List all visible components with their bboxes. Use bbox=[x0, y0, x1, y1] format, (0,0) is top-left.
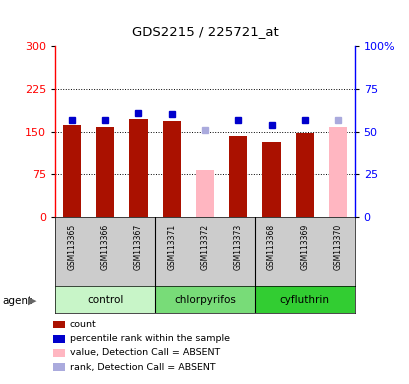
Text: rank, Detection Call = ABSENT: rank, Detection Call = ABSENT bbox=[70, 362, 215, 372]
Bar bbox=[328, 127, 346, 217]
Bar bbox=[254, 286, 354, 313]
Text: control: control bbox=[87, 295, 123, 305]
Bar bbox=[155, 286, 254, 313]
Text: GSM113372: GSM113372 bbox=[200, 224, 209, 270]
Bar bbox=[129, 119, 147, 217]
Text: GDS2215 / 225721_at: GDS2215 / 225721_at bbox=[131, 25, 278, 38]
Text: GSM113366: GSM113366 bbox=[101, 224, 110, 270]
Bar bbox=[55, 286, 155, 313]
Text: GSM113370: GSM113370 bbox=[333, 224, 342, 270]
Text: chlorpyrifos: chlorpyrifos bbox=[174, 295, 235, 305]
Bar bbox=[63, 125, 81, 217]
Text: GSM113368: GSM113368 bbox=[266, 224, 275, 270]
Text: GSM113373: GSM113373 bbox=[233, 224, 242, 270]
Text: GSM113371: GSM113371 bbox=[167, 224, 176, 270]
Bar bbox=[162, 121, 180, 217]
Bar bbox=[262, 142, 280, 217]
Bar bbox=[196, 170, 213, 217]
Bar bbox=[295, 132, 313, 217]
Text: cyfluthrin: cyfluthrin bbox=[279, 295, 329, 305]
Bar bbox=[96, 127, 114, 217]
Text: value, Detection Call = ABSENT: value, Detection Call = ABSENT bbox=[70, 348, 219, 358]
Text: GSM113369: GSM113369 bbox=[299, 224, 308, 270]
Bar bbox=[229, 136, 247, 217]
Text: GSM113365: GSM113365 bbox=[67, 224, 76, 270]
Text: agent: agent bbox=[2, 296, 32, 306]
Text: ▶: ▶ bbox=[28, 296, 36, 306]
Text: percentile rank within the sample: percentile rank within the sample bbox=[70, 334, 229, 343]
Text: count: count bbox=[70, 320, 96, 329]
Text: GSM113367: GSM113367 bbox=[134, 224, 143, 270]
